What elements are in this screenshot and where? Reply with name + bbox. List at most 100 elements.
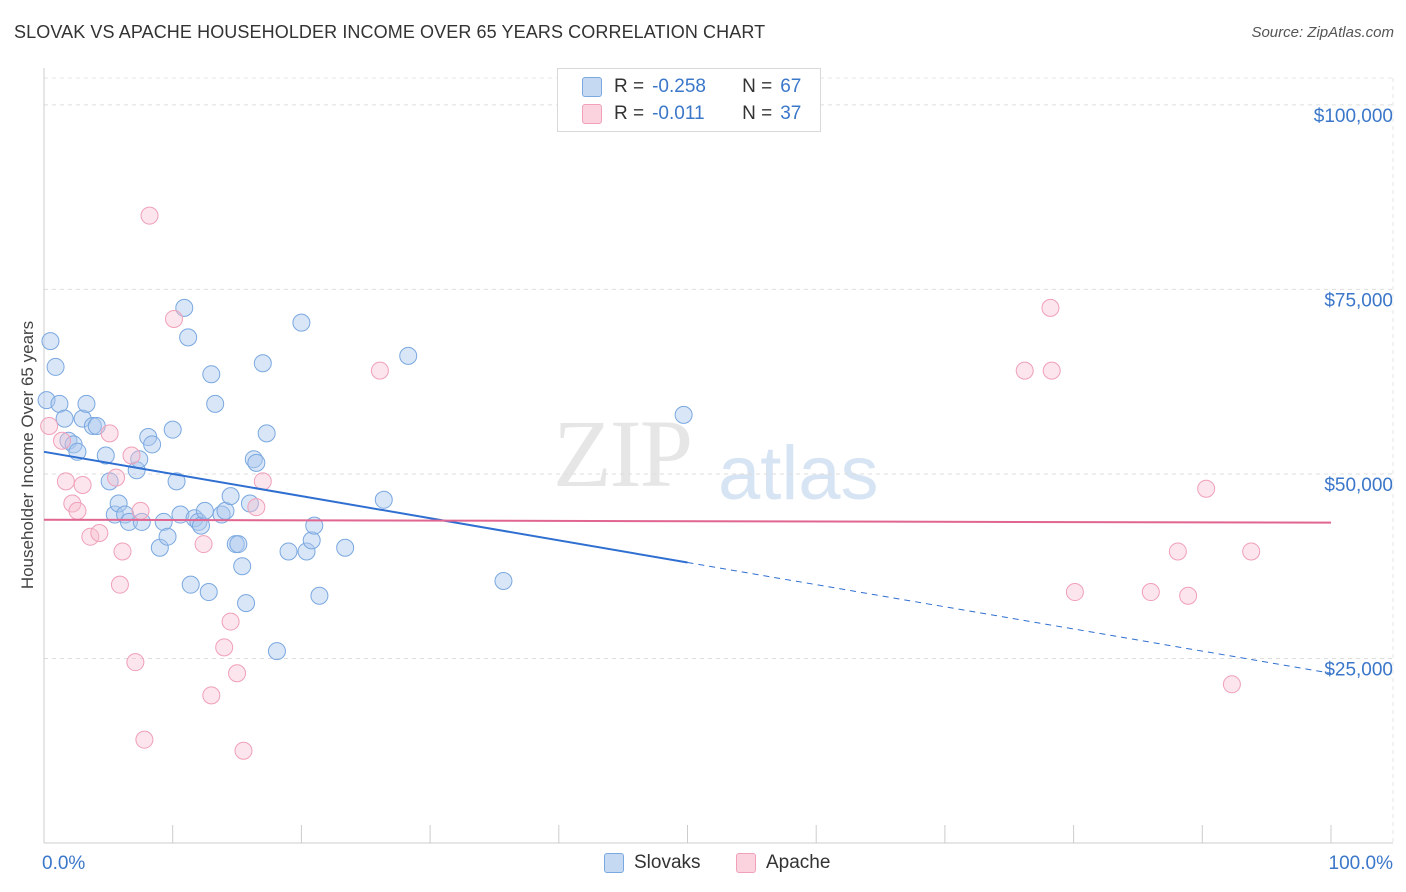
slovaks-legend-label: Slovaks [634, 852, 701, 873]
slovaks-trend-extension [687, 562, 1332, 674]
watermark-zip: ZIP [553, 400, 693, 507]
apache-point [1168, 542, 1187, 561]
r-value: -0.011 [652, 103, 705, 124]
legend-row-apache: R = -0.011 N = 37 [582, 102, 801, 126]
slovaks-point [233, 557, 252, 576]
slovaks-point [192, 516, 211, 535]
apache-point [1065, 583, 1084, 602]
bottom-legend-apache: Apache [736, 852, 830, 874]
y-tick-label: $100,000 [1314, 106, 1393, 127]
apache-point [253, 472, 272, 491]
apache-point [131, 501, 150, 520]
apache-point [1041, 298, 1060, 317]
slovaks-point [109, 494, 128, 513]
apache-point [68, 501, 87, 520]
apache-point [1042, 361, 1061, 380]
apache-point [228, 664, 247, 683]
r-label: R = [614, 103, 645, 124]
slovaks-point [253, 354, 272, 373]
slovaks-point [305, 516, 324, 535]
apache-point [56, 472, 75, 491]
apache-point [202, 686, 221, 705]
slovaks-point [247, 453, 266, 472]
slovaks-point [175, 298, 194, 317]
slovaks-point [55, 409, 74, 428]
apache-point [113, 542, 132, 561]
slovaks-point [399, 346, 418, 365]
apache-point [90, 524, 109, 542]
y-tick-label: $75,000 [1324, 290, 1393, 311]
slovaks-point [267, 642, 286, 661]
slovaks-point [105, 505, 124, 524]
slovaks-point [279, 542, 298, 561]
r-label: R = [614, 76, 645, 97]
slovaks-point [119, 512, 138, 531]
apache-point [107, 468, 126, 487]
apache-point [221, 612, 240, 631]
apache-point [1141, 583, 1160, 602]
slovaks-point [229, 535, 248, 554]
slovaks-point [310, 586, 329, 605]
n-label: N = [742, 76, 773, 97]
slovaks-point [154, 512, 173, 531]
bottom-legend-slovaks: Slovaks [604, 852, 701, 874]
apache-swatch [582, 104, 602, 124]
slovaks-point [83, 416, 102, 435]
slovaks-trend-line [43, 450, 688, 564]
slovaks-point [41, 332, 60, 351]
slovaks-point [302, 531, 321, 550]
apache-point [1179, 586, 1198, 605]
apache-point [140, 206, 159, 225]
slovaks-point [195, 501, 214, 520]
apache-point [40, 416, 59, 435]
slovaks-legend-swatch [604, 853, 624, 873]
slovaks-point [143, 435, 162, 454]
x-tick-label: 0.0% [42, 853, 85, 874]
slovaks-point [237, 594, 256, 613]
slovaks-point [158, 527, 177, 546]
slovaks-point [77, 394, 96, 413]
apache-point [100, 424, 119, 443]
apache-point [1222, 675, 1241, 694]
apache-point [370, 361, 389, 380]
slovaks-point [96, 446, 115, 465]
slovaks-point [181, 575, 200, 594]
slovaks-swatch [582, 77, 602, 97]
apache-point [53, 431, 72, 450]
y-tick-label: $50,000 [1324, 475, 1393, 496]
apache-point [1197, 479, 1216, 498]
slovaks-point [674, 405, 693, 424]
slovaks-point [374, 490, 393, 509]
legend-row-slovaks: R = -0.258 N = 67 [582, 75, 801, 99]
slovaks-point [297, 542, 316, 561]
apache-point [81, 527, 100, 546]
apache-point [110, 575, 129, 594]
correlation-legend: R = -0.258 N = 67 R = -0.011 N = 37 [557, 68, 821, 132]
apache-point [73, 476, 92, 495]
slovaks-point [46, 357, 65, 376]
slovaks-point [494, 571, 513, 590]
y-axis-label: Householder Income Over 65 years [18, 321, 37, 589]
slovaks-point [336, 538, 355, 557]
apache-point [135, 730, 154, 749]
slovaks-point [292, 313, 311, 332]
apache-legend-swatch [736, 853, 756, 873]
slovaks-point [202, 365, 221, 384]
slovaks-point [163, 420, 182, 439]
slovaks-point [179, 328, 198, 347]
apache-point [122, 446, 141, 465]
chart-title: SLOVAK VS APACHE HOUSEHOLDER INCOME OVER… [14, 22, 766, 42]
apache-point [234, 741, 253, 760]
apache-trend-line [43, 518, 1332, 524]
slovaks-point [206, 394, 225, 413]
apache-point [215, 638, 234, 657]
source-credit: Source: ZipAtlas.com [1251, 24, 1394, 41]
slovaks-point [199, 583, 218, 602]
r-value: -0.258 [652, 76, 706, 97]
apache-point [1015, 361, 1034, 380]
apache-point [247, 498, 266, 517]
n-value: 37 [780, 103, 802, 124]
slovaks-point [167, 472, 186, 491]
n-label: N = [742, 103, 773, 124]
